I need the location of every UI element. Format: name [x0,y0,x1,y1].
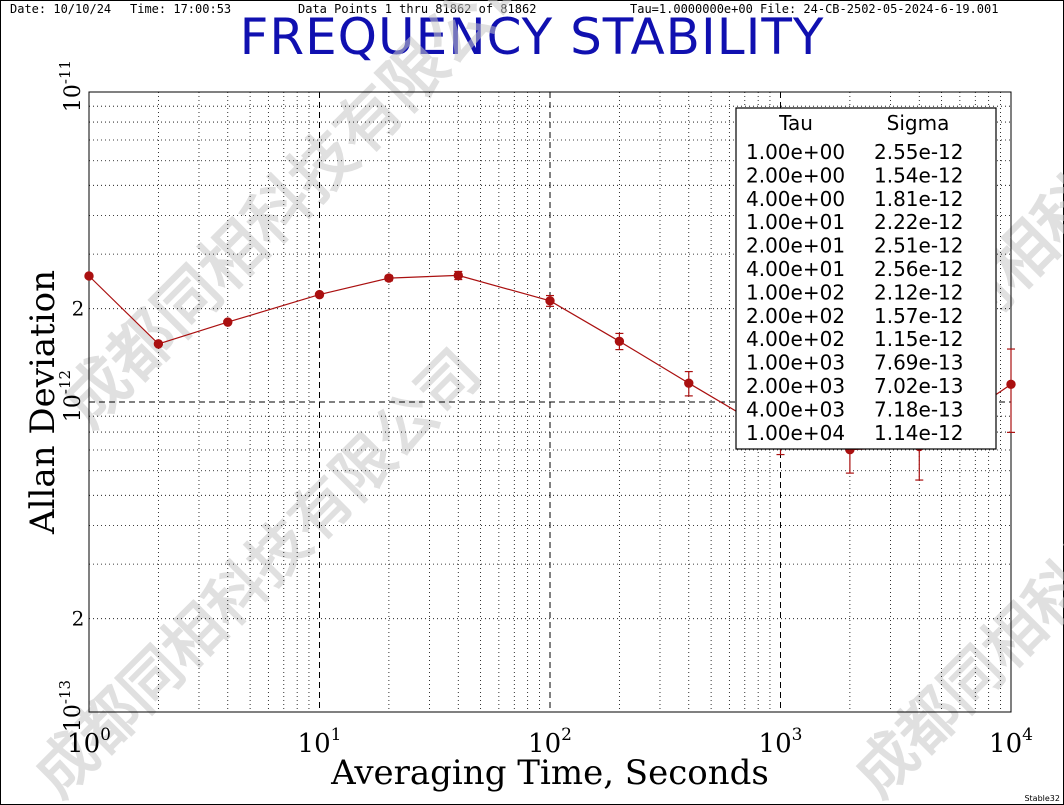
legend-sigma-value: 2.22e-12 [874,210,964,234]
y-tick-label: 10-12 [56,370,86,422]
legend-sigma-value: 7.18e-13 [874,397,964,421]
legend-sigma-value: 2.51e-12 [874,234,964,258]
x-tick-label: 103 [759,725,803,759]
legend-tau-value: 4.00e+03 [746,397,845,421]
y-tick-label: 2 [72,297,85,321]
data-point [614,336,625,346]
data-point [153,339,164,349]
data-point [545,296,555,306]
legend-tau-value: 2.00e+01 [746,234,845,258]
chart-title: FREQUENCY STABILITY [239,8,825,66]
header-data-points: Data Points 1 thru 81862 of 81862 [298,2,537,16]
y-tick-label: 10-11 [56,60,86,112]
legend-sigma-value: 1.14e-12 [874,421,964,445]
legend-tau-value: 1.00e+04 [746,421,845,445]
data-point [1006,379,1016,390]
y-tick-label: 2 [72,607,85,631]
legend-tau-value: 1.00e+03 [746,351,845,375]
x-tick-label: 104 [989,725,1033,759]
legend-sigma-value: 1.15e-12 [874,327,964,351]
legend-sigma-value: 1.57e-12 [874,304,964,328]
legend-sigma-value: 1.81e-12 [874,187,964,211]
legend-sigma-value: 2.55e-12 [874,140,964,164]
tick-label-layer: 100 101 102 103 104 10-11 2 10-12 2 10-13 [56,60,1033,759]
data-point [314,289,325,300]
legend-tau-value: 2.00e+03 [746,374,845,398]
legend-sigma-value: 1.54e-12 [874,163,964,187]
x-axis-label: Averaging Time, Seconds [330,753,769,793]
footer-tag: Stable32 [1024,794,1060,803]
legend-tau-value: 2.00e+00 [746,163,845,187]
x-tick-label: 100 [67,725,111,759]
x-tick-label: 101 [298,725,342,759]
data-point [453,270,463,281]
legend-tau-value: 4.00e+02 [746,327,845,351]
legend-box [735,107,997,450]
legend-sigma-value: 2.56e-12 [874,257,964,281]
legend-tau-value: 2.00e+02 [746,304,845,328]
legend-tau-value: 4.00e+01 [746,257,845,281]
y-tick-label: 10-13 [56,680,86,732]
legend-sigma-value: 7.02e-13 [874,374,964,398]
legend-tau-value: 4.00e+00 [746,187,845,211]
legend-tau-value: 1.00e+01 [746,210,845,234]
legend-table: Tau Sigma 1.00e+00 2.55e-12 2.00e+00 1.54e-12… [735,107,997,450]
legend-tau-value: 1.00e+00 [746,140,845,164]
header-date: Date: 10/10/24 [10,2,112,16]
header-tau-file: Tau=1.0000000e+00 File: 24-CB-2502-05-20… [630,2,999,16]
y-axis-label: Allan Deviation [23,270,63,535]
header-time: Time: 17:00:53 [130,2,232,16]
data-point [223,317,233,327]
data-point [684,378,694,388]
legend-sigma-value: 7.69e-13 [874,351,964,375]
data-point [84,271,94,281]
x-tick-label: 102 [528,725,572,759]
legend-header-sigma: Sigma [887,111,950,135]
data-point [384,273,394,283]
legend-sigma-value: 2.12e-12 [874,280,964,304]
legend-header-tau: Tau [778,111,813,135]
legend-tau-value: 1.00e+02 [746,280,845,304]
